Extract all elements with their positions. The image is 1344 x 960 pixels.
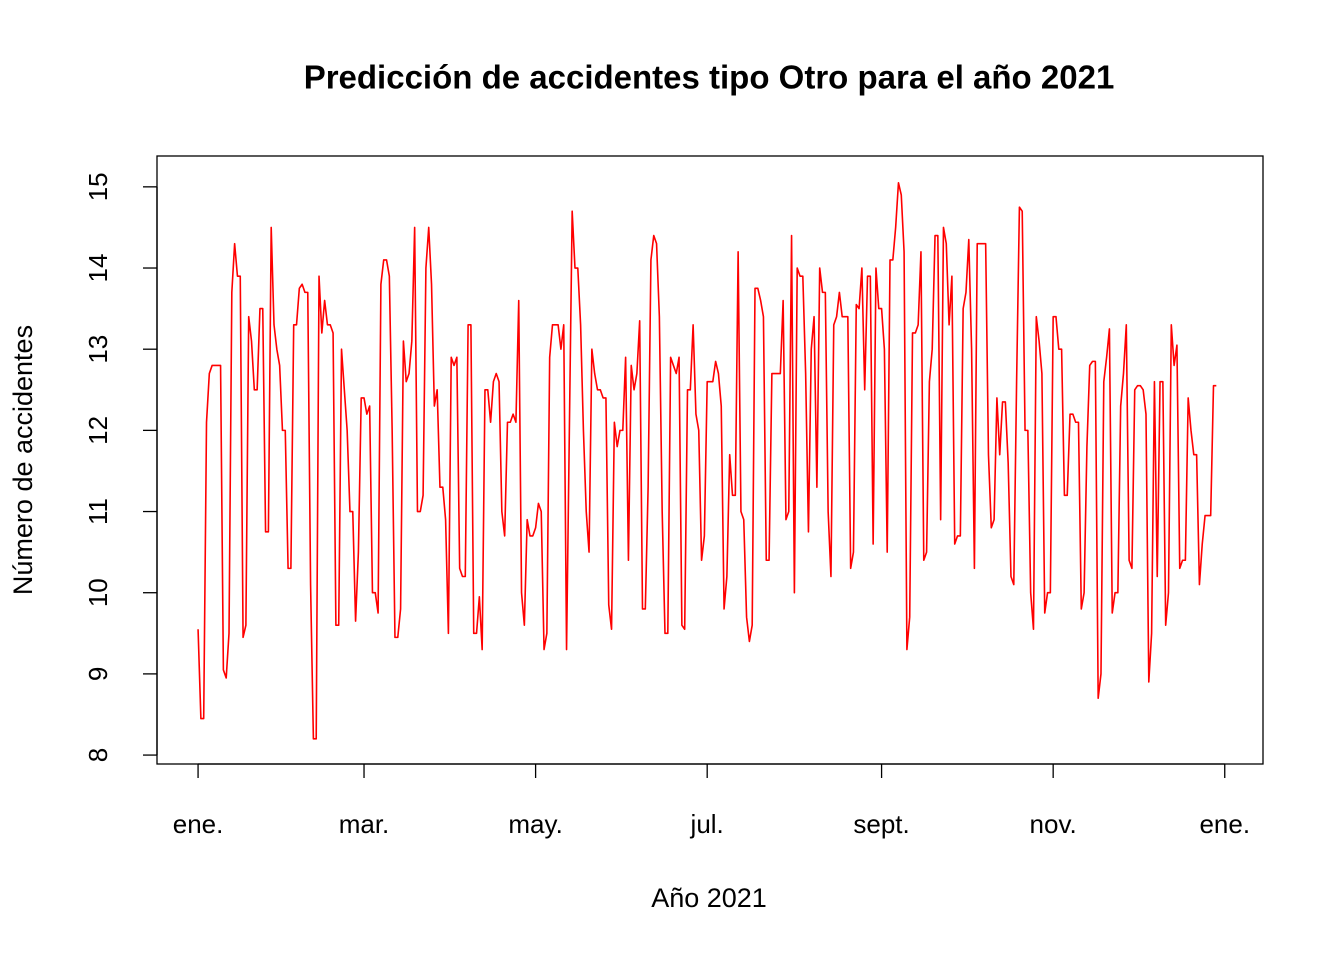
chart-title: Predicción de accidentes tipo Otro para … bbox=[304, 59, 1115, 96]
y-axis-label: Número de accidentes bbox=[8, 325, 38, 595]
y-tick-label: 10 bbox=[83, 578, 113, 607]
x-tick-label: mar. bbox=[339, 809, 390, 839]
y-tick-label: 12 bbox=[83, 416, 113, 445]
x-axis-label: Año 2021 bbox=[651, 883, 767, 913]
plot-box bbox=[156, 155, 1264, 765]
y-tick-label: 9 bbox=[83, 667, 113, 681]
x-tick-label: ene. bbox=[1199, 809, 1250, 839]
data-line bbox=[197, 181, 1217, 740]
x-tick-label: sept. bbox=[853, 809, 909, 839]
x-tick-label: may. bbox=[508, 809, 562, 839]
x-tick-label: nov. bbox=[1030, 809, 1077, 839]
y-tick-label: 13 bbox=[83, 335, 113, 364]
y-tick-label: 11 bbox=[83, 498, 113, 525]
x-tick-label: jul. bbox=[690, 809, 724, 839]
y-tick-label: 8 bbox=[83, 748, 113, 762]
y-tick-label: 14 bbox=[83, 254, 113, 283]
x-tick-label: ene. bbox=[173, 809, 224, 839]
y-tick-label: 15 bbox=[83, 172, 113, 201]
